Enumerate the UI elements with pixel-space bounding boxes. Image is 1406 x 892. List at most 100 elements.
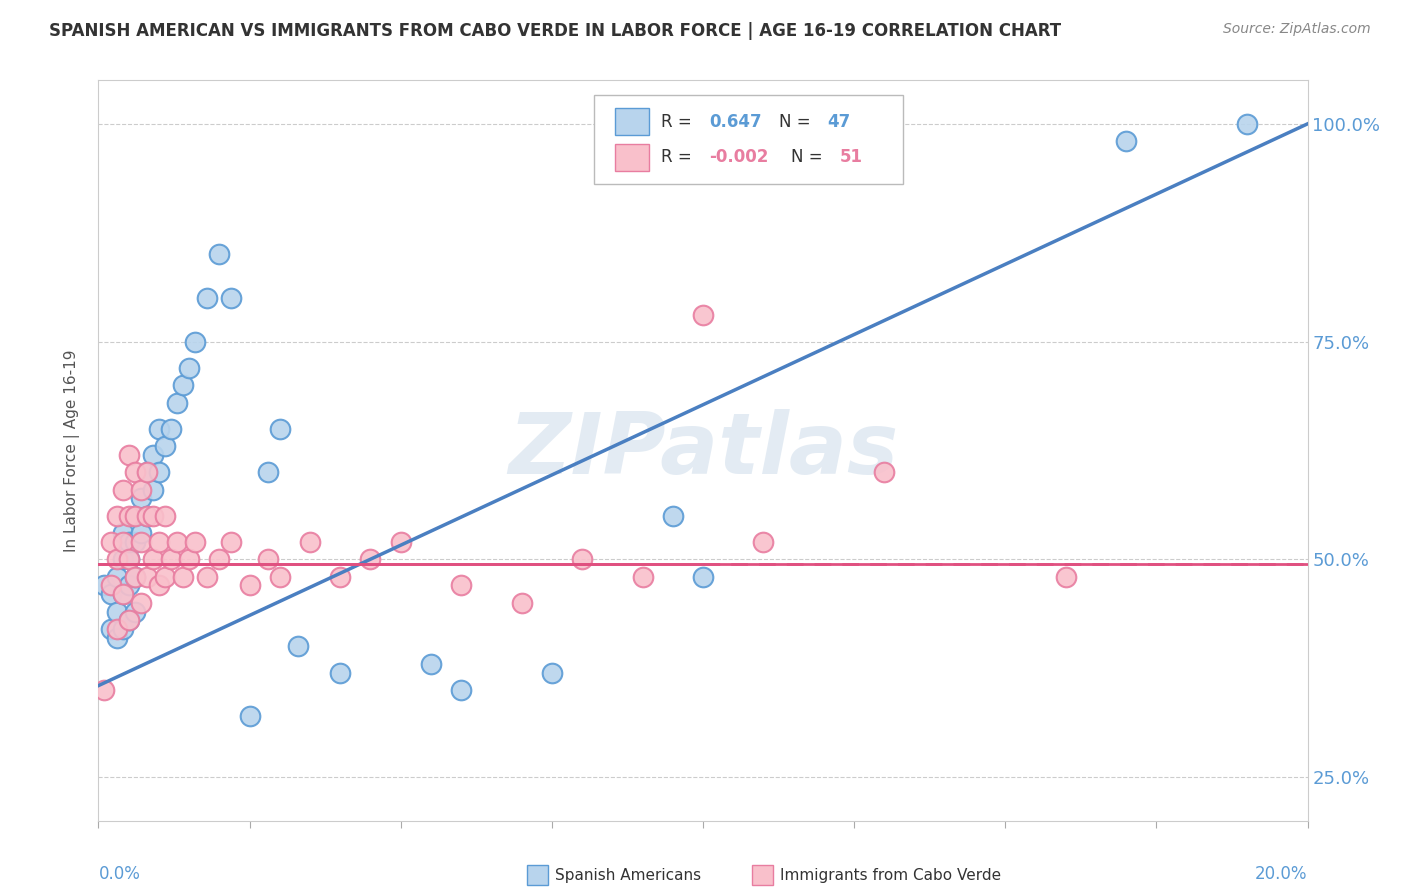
Point: [124, 465, 146, 479]
Point: [118, 552, 141, 566]
Point: [160, 422, 183, 436]
Point: [1236, 117, 1258, 131]
Point: [118, 552, 141, 566]
Text: 20.0%: 20.0%: [1256, 865, 1308, 883]
Point: [153, 508, 176, 523]
Point: [142, 448, 165, 462]
Point: [631, 570, 654, 584]
Point: [179, 552, 201, 566]
Point: [142, 552, 165, 566]
Point: [105, 508, 128, 523]
Point: [129, 491, 152, 506]
Point: [450, 578, 472, 592]
Text: 47: 47: [828, 112, 851, 130]
Text: R =: R =: [661, 148, 697, 167]
Point: [752, 535, 775, 549]
Text: N =: N =: [779, 112, 815, 130]
Point: [93, 683, 115, 698]
Point: [124, 570, 146, 584]
Point: [142, 508, 165, 523]
Point: [129, 483, 152, 497]
Point: [239, 578, 262, 592]
Point: [256, 552, 278, 566]
Point: [135, 508, 157, 523]
Point: [129, 526, 152, 541]
Point: [148, 422, 170, 436]
Text: N =: N =: [792, 148, 828, 167]
Y-axis label: In Labor Force | Age 16-19: In Labor Force | Age 16-19: [63, 349, 80, 552]
Point: [172, 378, 194, 392]
Point: [450, 683, 472, 698]
Point: [135, 465, 157, 479]
Point: [420, 657, 443, 671]
Point: [172, 570, 194, 584]
Point: [148, 578, 170, 592]
Point: [329, 665, 352, 680]
Point: [692, 570, 714, 584]
Point: [208, 552, 231, 566]
Point: [111, 526, 134, 541]
Point: [329, 570, 352, 584]
Point: [105, 552, 128, 566]
Point: [195, 291, 218, 305]
Point: [221, 535, 243, 549]
Point: [118, 508, 141, 523]
Point: [1115, 134, 1137, 148]
Text: R =: R =: [661, 112, 697, 130]
Point: [299, 535, 322, 549]
Point: [142, 483, 165, 497]
Point: [124, 508, 146, 523]
Text: 51: 51: [839, 148, 863, 167]
FancyBboxPatch shape: [595, 95, 903, 184]
Point: [105, 622, 128, 636]
Point: [135, 570, 157, 584]
Point: [389, 535, 412, 549]
Bar: [614, 145, 648, 170]
Point: [873, 465, 896, 479]
Point: [179, 360, 201, 375]
Point: [540, 665, 562, 680]
Point: [100, 535, 122, 549]
Point: [510, 596, 533, 610]
Point: [111, 483, 134, 497]
Point: [661, 508, 683, 523]
Point: [221, 291, 243, 305]
Point: [118, 448, 141, 462]
Point: [111, 535, 134, 549]
Point: [269, 570, 291, 584]
Point: [692, 309, 714, 323]
Point: [195, 570, 218, 584]
Point: [153, 570, 176, 584]
Point: [118, 535, 141, 549]
Point: [124, 535, 146, 549]
Point: [129, 596, 152, 610]
Point: [124, 605, 146, 619]
Point: [135, 508, 157, 523]
Point: [135, 465, 157, 479]
Point: [166, 395, 188, 409]
Text: Immigrants from Cabo Verde: Immigrants from Cabo Verde: [780, 868, 1001, 882]
Point: [100, 587, 122, 601]
Point: [360, 552, 382, 566]
Point: [239, 709, 262, 723]
Point: [1054, 570, 1077, 584]
Text: SPANISH AMERICAN VS IMMIGRANTS FROM CABO VERDE IN LABOR FORCE | AGE 16-19 CORREL: SPANISH AMERICAN VS IMMIGRANTS FROM CABO…: [49, 22, 1062, 40]
Point: [111, 587, 134, 601]
Point: [124, 570, 146, 584]
Point: [184, 334, 207, 349]
Point: [160, 552, 183, 566]
Text: Spanish Americans: Spanish Americans: [555, 868, 702, 882]
Point: [111, 587, 134, 601]
Point: [105, 570, 128, 584]
Point: [129, 535, 152, 549]
Point: [118, 613, 141, 627]
Point: [148, 465, 170, 479]
Text: 0.647: 0.647: [709, 112, 762, 130]
Point: [571, 552, 593, 566]
Point: [118, 578, 141, 592]
Text: 0.0%: 0.0%: [98, 865, 141, 883]
Point: [256, 465, 278, 479]
Bar: [614, 108, 648, 135]
Point: [100, 622, 122, 636]
Point: [287, 640, 309, 654]
